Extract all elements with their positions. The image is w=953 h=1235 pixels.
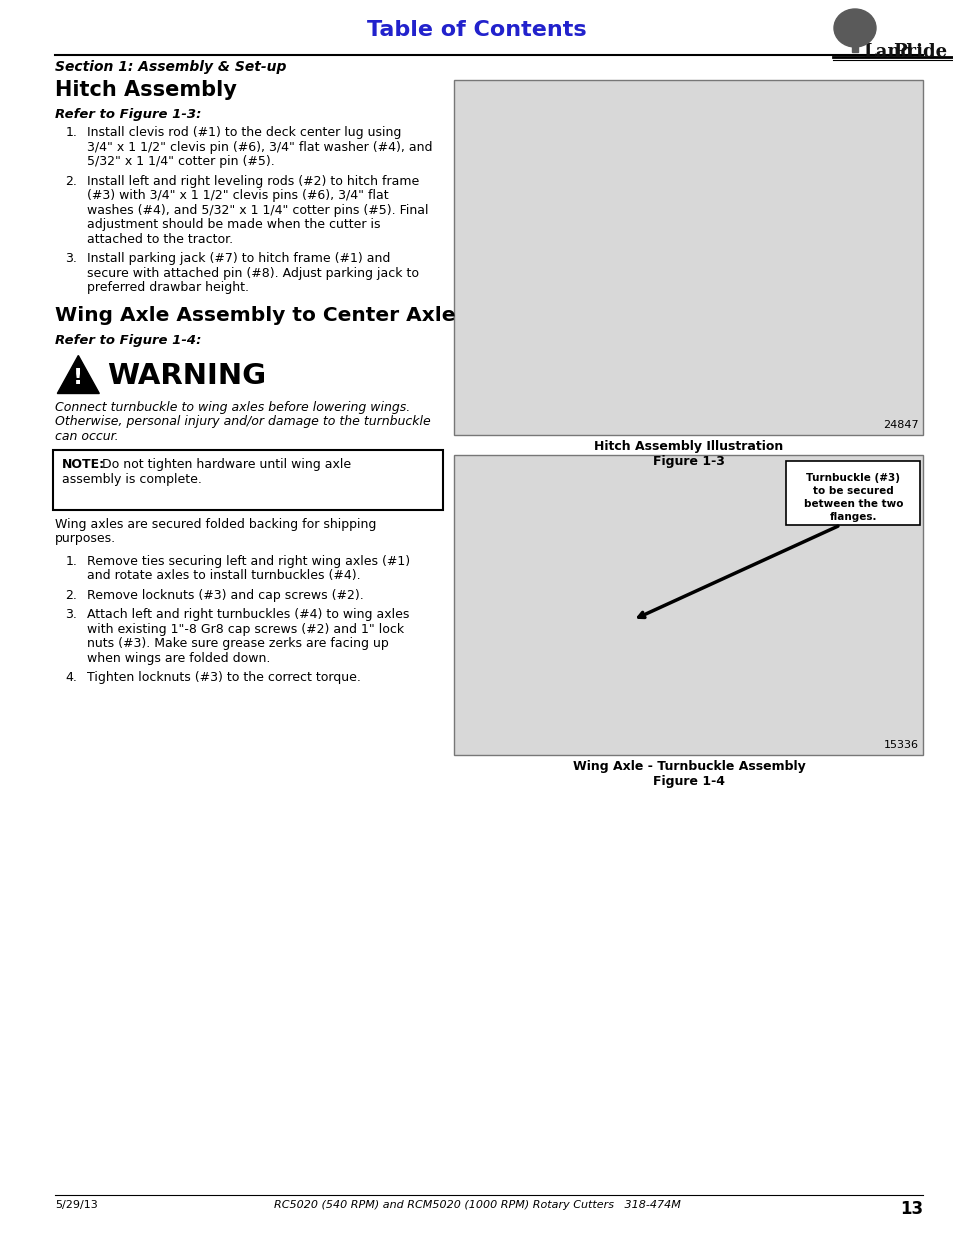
- Text: Connect turnbuckle to wing axles before lowering wings.: Connect turnbuckle to wing axles before …: [55, 400, 410, 414]
- FancyBboxPatch shape: [785, 461, 920, 525]
- Text: 5/29/13: 5/29/13: [55, 1200, 98, 1210]
- Text: 3.: 3.: [65, 608, 77, 621]
- Text: 3/4" x 1 1/2" clevis pin (#6), 3/4" flat washer (#4), and: 3/4" x 1 1/2" clevis pin (#6), 3/4" flat…: [88, 141, 433, 153]
- Text: flanges.: flanges.: [829, 513, 877, 522]
- Text: Land: Land: [862, 43, 912, 61]
- Text: 13: 13: [900, 1200, 923, 1218]
- Text: Tighten locknuts (#3) to the correct torque.: Tighten locknuts (#3) to the correct tor…: [88, 671, 361, 684]
- Text: nuts (#3). Make sure grease zerks are facing up: nuts (#3). Make sure grease zerks are fa…: [88, 637, 389, 650]
- Text: Hitch Assembly Illustration: Hitch Assembly Illustration: [594, 440, 782, 453]
- Text: purposes.: purposes.: [55, 532, 116, 545]
- Text: adjustment should be made when the cutter is: adjustment should be made when the cutte…: [88, 219, 380, 231]
- Text: Section 1: Assembly & Set-up: Section 1: Assembly & Set-up: [55, 61, 287, 74]
- Text: with existing 1"-8 Gr8 cap screws (#2) and 1" lock: with existing 1"-8 Gr8 cap screws (#2) a…: [88, 622, 404, 636]
- Text: Remove locknuts (#3) and cap screws (#2).: Remove locknuts (#3) and cap screws (#2)…: [88, 589, 364, 601]
- Text: when wings are folded down.: when wings are folded down.: [88, 652, 271, 664]
- Text: Wing axles are secured folded backing for shipping: Wing axles are secured folded backing fo…: [55, 517, 376, 531]
- Bar: [454, 454, 923, 755]
- Text: Install clevis rod (#1) to the deck center lug using: Install clevis rod (#1) to the deck cent…: [88, 126, 401, 140]
- Text: Hitch Assembly: Hitch Assembly: [55, 80, 237, 100]
- Text: washes (#4), and 5/32" x 1 1/4" cotter pins (#5). Final: washes (#4), and 5/32" x 1 1/4" cotter p…: [88, 204, 429, 216]
- Text: Install parking jack (#7) to hitch frame (#1) and: Install parking jack (#7) to hitch frame…: [88, 252, 391, 266]
- Text: Figure 1-3: Figure 1-3: [653, 454, 724, 468]
- Text: preferred drawbar height.: preferred drawbar height.: [88, 282, 249, 294]
- Text: assembly is complete.: assembly is complete.: [62, 473, 202, 485]
- Text: (#3) with 3/4" x 1 1/2" clevis pins (#6), 3/4" flat: (#3) with 3/4" x 1 1/2" clevis pins (#6)…: [88, 189, 389, 203]
- Text: Remove ties securing left and right wing axles (#1): Remove ties securing left and right wing…: [88, 555, 410, 568]
- Text: attached to the tractor.: attached to the tractor.: [88, 232, 233, 246]
- Text: 3.: 3.: [65, 252, 77, 266]
- Text: Turnbuckle (#3): Turnbuckle (#3): [805, 473, 900, 483]
- Text: Wing Axle Assembly to Center Axle: Wing Axle Assembly to Center Axle: [55, 305, 456, 325]
- Ellipse shape: [833, 9, 875, 47]
- Text: Attach left and right turnbuckles (#4) to wing axles: Attach left and right turnbuckles (#4) t…: [88, 608, 409, 621]
- Text: WARNING: WARNING: [108, 362, 266, 389]
- Text: Refer to Figure 1-4:: Refer to Figure 1-4:: [55, 333, 201, 347]
- Text: 1.: 1.: [65, 555, 77, 568]
- Text: !: !: [73, 368, 83, 388]
- Text: 2.: 2.: [65, 174, 77, 188]
- Text: 4.: 4.: [65, 671, 77, 684]
- Text: Refer to Figure 1-3:: Refer to Figure 1-3:: [55, 107, 201, 121]
- Text: Figure 1-4: Figure 1-4: [652, 776, 724, 788]
- Text: 5/32" x 1 1/4" cotter pin (#5).: 5/32" x 1 1/4" cotter pin (#5).: [88, 156, 274, 168]
- Text: Otherwise, personal injury and/or damage to the turnbuckle: Otherwise, personal injury and/or damage…: [55, 415, 431, 429]
- Bar: [851, 35, 857, 52]
- Text: 1.: 1.: [65, 126, 77, 140]
- Text: Do not tighten hardware until wing axle: Do not tighten hardware until wing axle: [102, 458, 351, 471]
- Text: Install left and right leveling rods (#2) to hitch frame: Install left and right leveling rods (#2…: [88, 174, 419, 188]
- Text: secure with attached pin (#8). Adjust parking jack to: secure with attached pin (#8). Adjust pa…: [88, 267, 419, 279]
- Text: between the two: between the two: [802, 499, 902, 509]
- Text: 15336: 15336: [882, 740, 918, 750]
- Text: Table of Contents: Table of Contents: [367, 20, 586, 40]
- Text: 24847: 24847: [882, 420, 918, 430]
- Text: NOTE:: NOTE:: [62, 458, 106, 471]
- Text: Pride: Pride: [892, 43, 946, 61]
- Text: RC5020 (540 RPM) and RCM5020 (1000 RPM) Rotary Cutters   318-474M: RC5020 (540 RPM) and RCM5020 (1000 RPM) …: [274, 1200, 679, 1210]
- Text: 2.: 2.: [65, 589, 77, 601]
- Bar: [454, 80, 923, 435]
- Text: to be secured: to be secured: [812, 487, 893, 496]
- Text: Wing Axle - Turnbuckle Assembly: Wing Axle - Turnbuckle Assembly: [572, 760, 804, 773]
- Polygon shape: [57, 356, 99, 394]
- Text: can occur.: can occur.: [55, 430, 119, 442]
- FancyBboxPatch shape: [53, 450, 443, 510]
- Text: and rotate axles to install turnbuckles (#4).: and rotate axles to install turnbuckles …: [88, 569, 360, 582]
